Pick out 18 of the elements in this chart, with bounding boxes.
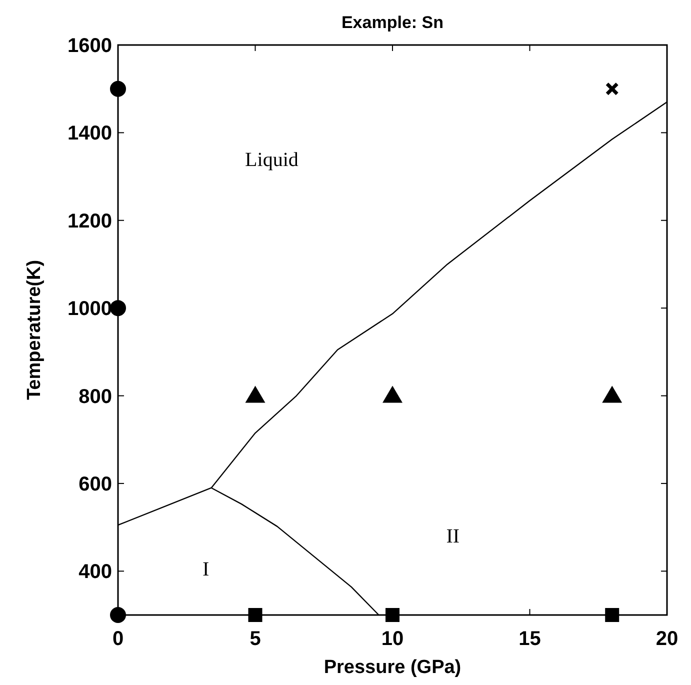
y-tick-label: 800 bbox=[78, 386, 112, 408]
x-tick-label: 0 bbox=[112, 628, 124, 650]
annotation: Liquid bbox=[245, 148, 298, 171]
x-tick-label: 20 bbox=[656, 628, 678, 650]
x-axis-title: Pressure (GPa) bbox=[324, 657, 462, 678]
y-tick-label: 1600 bbox=[68, 35, 112, 57]
y-tick-label: 600 bbox=[78, 473, 112, 496]
y-tick-label: 400 bbox=[78, 561, 112, 584]
y-tick-label: 1200 bbox=[68, 210, 112, 232]
x-tick-label: 5 bbox=[250, 628, 261, 650]
x-tick-label: 15 bbox=[518, 628, 541, 650]
chart-title: Example: Sn bbox=[341, 13, 444, 32]
x-tick-label: 10 bbox=[381, 628, 404, 650]
y-axis-title: Temperature(K) bbox=[24, 260, 45, 400]
y-tick-label: 1400 bbox=[68, 122, 112, 145]
annotation: II bbox=[446, 526, 460, 548]
y-tick-label: 1000 bbox=[68, 298, 112, 320]
annotation: I bbox=[202, 558, 210, 581]
